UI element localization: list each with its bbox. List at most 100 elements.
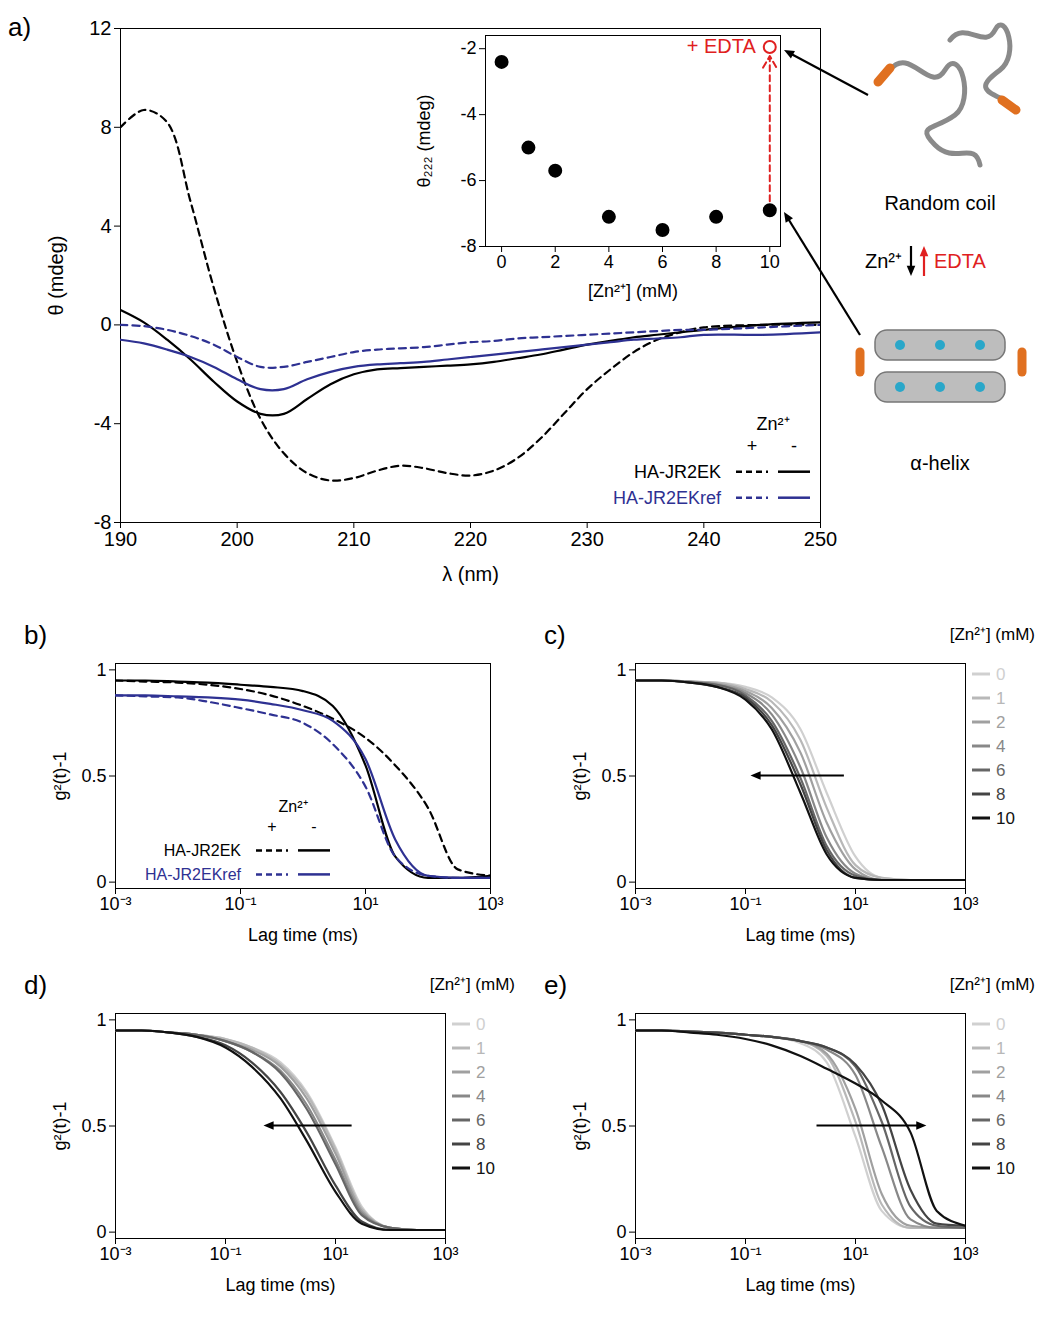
svg-text:1: 1 (96, 660, 106, 680)
svg-text:[Zn²⁺] (mM): [Zn²⁺] (mM) (950, 975, 1035, 994)
svg-text:10⁻¹: 10⁻¹ (729, 1244, 761, 1264)
svg-text:250: 250 (804, 528, 837, 550)
svg-text:210: 210 (337, 528, 370, 550)
svg-text:g²(t)-1: g²(t)-1 (570, 752, 590, 801)
svg-text:10³: 10³ (952, 894, 978, 914)
svg-text:0: 0 (996, 665, 1005, 684)
svg-text:6: 6 (657, 252, 667, 272)
svg-text:10: 10 (760, 252, 780, 272)
svg-text:8: 8 (996, 1135, 1005, 1154)
svg-text:10: 10 (476, 1159, 495, 1178)
svg-text:Lag time (ms): Lag time (ms) (745, 925, 855, 945)
svg-text:8: 8 (711, 252, 721, 272)
svg-text:0: 0 (497, 252, 507, 272)
svg-text:4: 4 (604, 252, 614, 272)
svg-text:+: + (267, 818, 276, 835)
svg-text:230: 230 (570, 528, 603, 550)
svg-text:8: 8 (996, 785, 1005, 804)
svg-text:Zn²⁺: Zn²⁺ (279, 798, 308, 815)
svg-text:190: 190 (104, 528, 137, 550)
svg-text:-4: -4 (94, 412, 112, 434)
svg-text:Lag time (ms): Lag time (ms) (248, 925, 358, 945)
svg-text:10⁻¹: 10⁻¹ (209, 1244, 241, 1264)
svg-text:1: 1 (996, 689, 1005, 708)
svg-text:10³: 10³ (477, 894, 503, 914)
svg-text:Lag time (ms): Lag time (ms) (745, 1275, 855, 1295)
svg-text:-: - (311, 818, 316, 835)
svg-text:HA-JR2EKref: HA-JR2EKref (613, 488, 722, 508)
svg-text:0.5: 0.5 (81, 1116, 106, 1136)
svg-text:2: 2 (996, 1063, 1005, 1082)
svg-text:HA-JR2EK: HA-JR2EK (164, 842, 242, 859)
svg-text:1: 1 (996, 1039, 1005, 1058)
svg-text:0: 0 (616, 1222, 626, 1242)
svg-text:6: 6 (996, 761, 1005, 780)
svg-text:[Zn²⁺] (mM): [Zn²⁺] (mM) (950, 625, 1035, 644)
svg-text:10¹: 10¹ (322, 1244, 348, 1264)
svg-text:240: 240 (687, 528, 720, 550)
svg-text:α-helix: α-helix (910, 452, 969, 474)
svg-text:10⁻³: 10⁻³ (619, 1244, 651, 1264)
svg-text:10³: 10³ (432, 1244, 458, 1264)
svg-text:4: 4 (996, 737, 1005, 756)
svg-text:EDTA: EDTA (934, 250, 987, 272)
svg-text:10⁻¹: 10⁻¹ (729, 894, 761, 914)
svg-text:1: 1 (616, 660, 626, 680)
svg-text:+: + (747, 436, 758, 456)
svg-text:0.5: 0.5 (81, 766, 106, 786)
svg-text:1: 1 (96, 1010, 106, 1030)
svg-text:2: 2 (550, 252, 560, 272)
svg-text:Lag time (ms): Lag time (ms) (225, 1275, 335, 1295)
svg-text:[Zn²⁺] (mM): [Zn²⁺] (mM) (588, 281, 678, 301)
svg-text:[Zn²⁺] (mM): [Zn²⁺] (mM) (430, 975, 515, 994)
svg-text:g²(t)-1: g²(t)-1 (50, 752, 70, 801)
svg-text:10⁻¹: 10⁻¹ (224, 894, 256, 914)
svg-text:6: 6 (996, 1111, 1005, 1130)
svg-text:200: 200 (220, 528, 253, 550)
svg-text:6: 6 (476, 1111, 485, 1130)
svg-text:4: 4 (996, 1087, 1005, 1106)
svg-text:0: 0 (96, 1222, 106, 1242)
svg-text:10¹: 10¹ (352, 894, 378, 914)
svg-text:220: 220 (454, 528, 487, 550)
svg-text:12: 12 (89, 17, 111, 39)
svg-text:2: 2 (476, 1063, 485, 1082)
svg-text:8: 8 (476, 1135, 485, 1154)
svg-text:+ EDTA: + EDTA (687, 35, 757, 57)
svg-text:Zn²⁺: Zn²⁺ (757, 414, 790, 434)
svg-text:-: - (791, 436, 797, 456)
svg-text:0: 0 (476, 1015, 485, 1034)
svg-text:HA-JR2EKref: HA-JR2EKref (145, 866, 242, 883)
svg-text:λ (nm): λ (nm) (442, 563, 499, 585)
svg-text:0: 0 (100, 313, 111, 335)
svg-text:Zn²⁺: Zn²⁺ (865, 250, 902, 272)
svg-text:-2: -2 (460, 38, 476, 58)
svg-text:8: 8 (100, 116, 111, 138)
svg-text:0: 0 (96, 872, 106, 892)
svg-text:0.5: 0.5 (601, 766, 626, 786)
svg-text:-8: -8 (460, 236, 476, 256)
svg-text:-6: -6 (460, 170, 476, 190)
svg-text:HA-JR2EK: HA-JR2EK (634, 462, 721, 482)
svg-text:0.5: 0.5 (601, 1116, 626, 1136)
svg-text:10⁻³: 10⁻³ (99, 894, 131, 914)
svg-text:10¹: 10¹ (842, 1244, 868, 1264)
svg-text:10⁻³: 10⁻³ (99, 1244, 131, 1264)
svg-text:θ₂₂₂ (mdeg): θ₂₂₂ (mdeg) (414, 95, 434, 188)
svg-text:10: 10 (996, 1159, 1015, 1178)
svg-text:10³: 10³ (952, 1244, 978, 1264)
svg-text:4: 4 (100, 215, 111, 237)
svg-text:4: 4 (476, 1087, 485, 1106)
svg-text:θ (mdeg): θ (mdeg) (45, 235, 67, 315)
svg-text:0: 0 (616, 872, 626, 892)
svg-text:-4: -4 (460, 104, 476, 124)
svg-text:10¹: 10¹ (842, 894, 868, 914)
svg-text:10: 10 (996, 809, 1015, 828)
svg-text:2: 2 (996, 713, 1005, 732)
svg-text:g²(t)-1: g²(t)-1 (50, 1102, 70, 1151)
svg-text:1: 1 (476, 1039, 485, 1058)
svg-text:g²(t)-1: g²(t)-1 (570, 1102, 590, 1151)
svg-text:1: 1 (616, 1010, 626, 1030)
svg-text:Random coil: Random coil (884, 192, 995, 214)
svg-text:0: 0 (996, 1015, 1005, 1034)
